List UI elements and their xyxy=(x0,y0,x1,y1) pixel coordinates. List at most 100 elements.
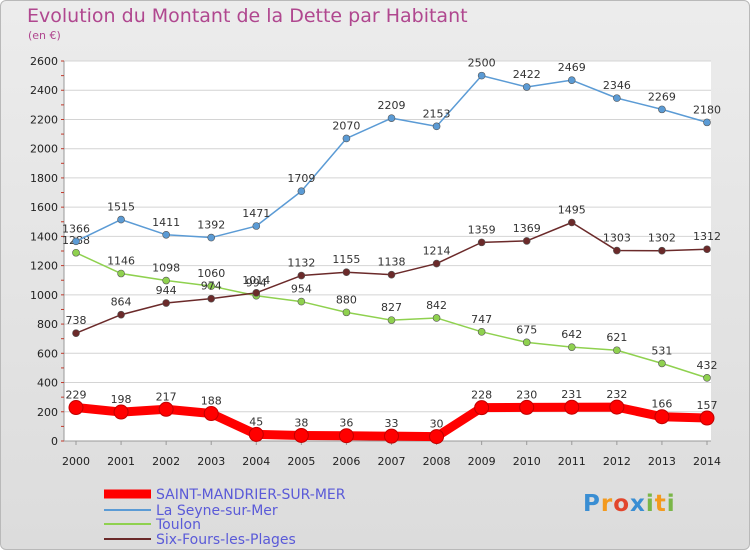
data-point xyxy=(429,429,445,445)
data-label: 231 xyxy=(561,388,582,401)
data-point xyxy=(519,399,535,415)
data-point xyxy=(72,329,80,337)
data-label: 738 xyxy=(66,314,87,327)
data-label: 1146 xyxy=(107,255,135,268)
data-point xyxy=(158,401,174,417)
y-tick-label: 0 xyxy=(51,435,58,448)
data-label: 2269 xyxy=(648,90,676,103)
data-label: 30 xyxy=(430,418,444,431)
data-point xyxy=(703,118,711,127)
data-point xyxy=(113,404,129,420)
data-label: 1060 xyxy=(197,267,225,280)
data-label: 1515 xyxy=(107,201,135,214)
data-point xyxy=(613,94,621,102)
plot-area xyxy=(64,61,711,441)
y-tick-label: 2000 xyxy=(30,143,58,156)
data-point xyxy=(699,410,715,426)
data-label: 974 xyxy=(201,280,222,293)
logo-letter: r xyxy=(600,491,614,517)
y-tick-label: 800 xyxy=(37,318,58,331)
data-point xyxy=(703,245,711,254)
data-point xyxy=(207,282,216,290)
y-tick-label: 400 xyxy=(37,377,58,390)
x-tick-label: 2003 xyxy=(197,455,225,468)
data-point xyxy=(567,218,576,227)
x-tick-label: 2009 xyxy=(468,455,496,468)
data-point xyxy=(207,294,216,303)
logo-letter: P xyxy=(583,491,601,517)
x-tick-label: 2002 xyxy=(152,455,180,468)
data-label: 1312 xyxy=(693,230,721,243)
data-point xyxy=(703,374,711,382)
data-label: 38 xyxy=(294,416,308,429)
data-label: 228 xyxy=(471,389,492,402)
data-label: 1155 xyxy=(332,253,360,266)
data-point xyxy=(384,428,399,444)
data-label: 954 xyxy=(291,283,312,296)
data-point xyxy=(297,187,306,196)
x-tick-label: 2008 xyxy=(423,455,451,468)
data-point xyxy=(297,297,306,306)
y-tick-label: 1200 xyxy=(30,260,58,273)
data-label: 1709 xyxy=(287,172,315,185)
data-label: 642 xyxy=(561,328,582,341)
data-label: 1214 xyxy=(423,245,451,258)
data-point xyxy=(522,83,531,91)
data-point xyxy=(117,310,125,319)
data-point xyxy=(117,215,125,224)
data-point xyxy=(477,238,486,247)
data-point xyxy=(567,76,576,84)
data-label: 1495 xyxy=(558,204,586,217)
y-tick-label: 1400 xyxy=(30,230,58,243)
logo-letter: i xyxy=(645,491,655,517)
data-point xyxy=(387,270,396,279)
data-label: 621 xyxy=(606,331,627,344)
data-label: 1014 xyxy=(242,274,270,287)
data-point xyxy=(72,248,80,257)
data-label: 842 xyxy=(426,299,447,312)
data-label: 1132 xyxy=(287,257,315,270)
data-label: 2153 xyxy=(423,107,451,120)
data-point xyxy=(338,428,354,444)
data-label: 217 xyxy=(156,390,177,403)
data-label: 531 xyxy=(651,344,672,357)
data-label: 33 xyxy=(385,417,399,430)
data-point xyxy=(117,269,125,278)
logo-letter: i xyxy=(666,491,676,517)
x-tick-label: 2010 xyxy=(513,455,541,468)
y-tick-label: 2600 xyxy=(30,55,58,68)
data-label: 880 xyxy=(336,293,357,306)
data-label: 1359 xyxy=(468,223,496,236)
legend-label: La Seyne-sur-Mer xyxy=(156,503,278,519)
data-label: 188 xyxy=(201,395,222,408)
y-tick-label: 1000 xyxy=(30,289,58,302)
legend-label: Six-Fours-les-Plages xyxy=(156,532,296,548)
y-tick-label: 600 xyxy=(37,347,58,360)
data-point xyxy=(477,328,486,336)
data-label: 2500 xyxy=(468,57,496,70)
x-tick-label: 2004 xyxy=(242,455,270,468)
data-point xyxy=(522,338,531,347)
data-label: 229 xyxy=(66,389,87,402)
data-label: 1138 xyxy=(378,256,406,269)
x-tick-label: 2001 xyxy=(107,455,135,468)
data-point xyxy=(297,271,306,280)
data-label: 747 xyxy=(471,313,492,326)
data-point xyxy=(613,346,621,355)
data-label: 864 xyxy=(111,296,132,309)
data-label: 1098 xyxy=(152,262,180,275)
data-label: 2180 xyxy=(693,103,721,116)
data-point xyxy=(207,233,216,242)
x-tick-label: 2006 xyxy=(332,455,360,468)
x-tick-label: 2011 xyxy=(558,455,586,468)
data-point xyxy=(432,122,441,131)
data-label: 2422 xyxy=(513,68,541,81)
y-tick-label: 1600 xyxy=(30,201,58,214)
data-point xyxy=(658,105,666,114)
y-tick-label: 1800 xyxy=(30,172,58,185)
data-label: 1411 xyxy=(152,216,180,229)
data-label: 944 xyxy=(156,284,177,297)
data-label: 198 xyxy=(111,393,132,406)
